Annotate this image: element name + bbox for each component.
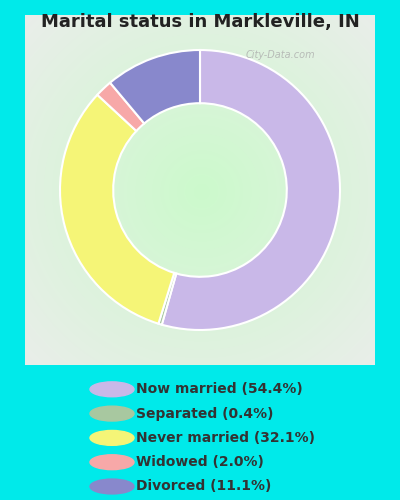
- Text: Never married (32.1%): Never married (32.1%): [136, 431, 315, 445]
- Wedge shape: [158, 273, 176, 324]
- Circle shape: [90, 406, 134, 421]
- Text: Marital status in Markleville, IN: Marital status in Markleville, IN: [41, 12, 359, 30]
- Text: City-Data.com: City-Data.com: [246, 50, 315, 60]
- Circle shape: [90, 430, 134, 446]
- Circle shape: [90, 455, 134, 469]
- Wedge shape: [162, 50, 340, 330]
- Circle shape: [90, 479, 134, 494]
- Wedge shape: [110, 50, 200, 124]
- Wedge shape: [60, 95, 174, 324]
- Text: Separated (0.4%): Separated (0.4%): [136, 406, 274, 420]
- Wedge shape: [97, 82, 144, 131]
- Text: Widowed (2.0%): Widowed (2.0%): [136, 455, 264, 469]
- Circle shape: [90, 382, 134, 396]
- Text: Now married (54.4%): Now married (54.4%): [136, 382, 303, 396]
- Text: Divorced (11.1%): Divorced (11.1%): [136, 480, 271, 494]
